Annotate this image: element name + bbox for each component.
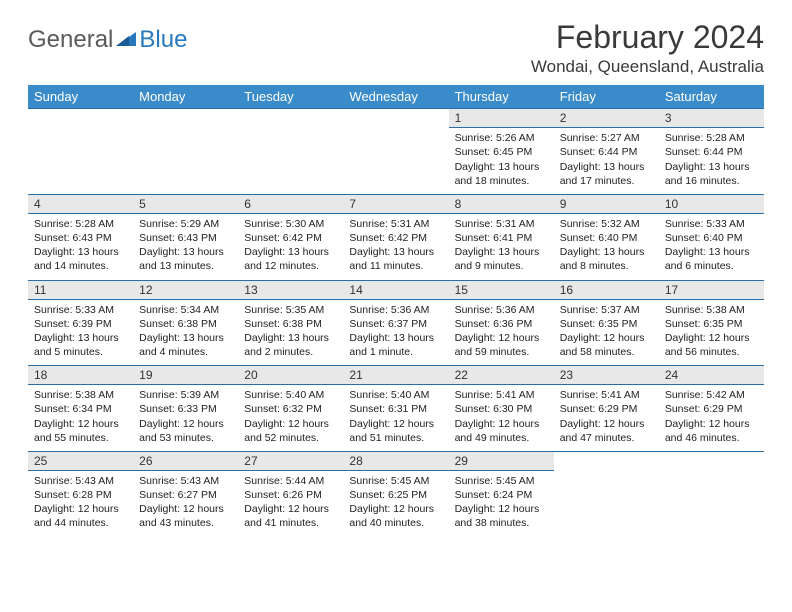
- day-detail-cell: [343, 128, 448, 195]
- daynum-row: 18192021222324: [28, 366, 764, 385]
- calendar-table: Sunday Monday Tuesday Wednesday Thursday…: [28, 85, 764, 536]
- day-detail-cell: [659, 470, 764, 536]
- day-number-cell: 28: [343, 451, 448, 470]
- brand-text-general: General: [28, 26, 113, 54]
- month-title: February 2024: [531, 20, 764, 55]
- brand-logo: General Blue: [28, 26, 187, 54]
- day-detail-cell: Sunrise: 5:41 AMSunset: 6:29 PMDaylight:…: [554, 385, 659, 452]
- day-detail-cell: Sunrise: 5:28 AMSunset: 6:44 PMDaylight:…: [659, 128, 764, 195]
- day-number-cell: 15: [449, 280, 554, 299]
- location-text: Wondai, Queensland, Australia: [531, 57, 764, 77]
- day-detail-cell: Sunrise: 5:34 AMSunset: 6:38 PMDaylight:…: [133, 299, 238, 366]
- day-detail-cell: Sunrise: 5:39 AMSunset: 6:33 PMDaylight:…: [133, 385, 238, 452]
- day-number-cell: 14: [343, 280, 448, 299]
- day-number-cell: [28, 109, 133, 128]
- day-detail-cell: Sunrise: 5:40 AMSunset: 6:31 PMDaylight:…: [343, 385, 448, 452]
- brand-text-blue: Blue: [139, 26, 187, 54]
- day-detail-cell: [28, 128, 133, 195]
- day-detail-cell: Sunrise: 5:32 AMSunset: 6:40 PMDaylight:…: [554, 213, 659, 280]
- daynum-row: 11121314151617: [28, 280, 764, 299]
- day-number-cell: 8: [449, 194, 554, 213]
- day-number-cell: 29: [449, 451, 554, 470]
- day-detail-cell: Sunrise: 5:31 AMSunset: 6:42 PMDaylight:…: [343, 213, 448, 280]
- weekday-header: Tuesday: [238, 85, 343, 109]
- day-detail-cell: Sunrise: 5:43 AMSunset: 6:27 PMDaylight:…: [133, 470, 238, 536]
- weekday-header: Sunday: [28, 85, 133, 109]
- day-number-cell: 23: [554, 366, 659, 385]
- day-number-cell: 18: [28, 366, 133, 385]
- day-detail-cell: [133, 128, 238, 195]
- day-detail-cell: Sunrise: 5:38 AMSunset: 6:34 PMDaylight:…: [28, 385, 133, 452]
- day-detail-cell: [554, 470, 659, 536]
- day-detail-cell: Sunrise: 5:43 AMSunset: 6:28 PMDaylight:…: [28, 470, 133, 536]
- day-detail-cell: Sunrise: 5:45 AMSunset: 6:24 PMDaylight:…: [449, 470, 554, 536]
- day-number-cell: 12: [133, 280, 238, 299]
- day-detail-cell: Sunrise: 5:36 AMSunset: 6:37 PMDaylight:…: [343, 299, 448, 366]
- day-detail-cell: Sunrise: 5:30 AMSunset: 6:42 PMDaylight:…: [238, 213, 343, 280]
- daynum-row: 2526272829: [28, 451, 764, 470]
- day-number-cell: 13: [238, 280, 343, 299]
- day-detail-cell: Sunrise: 5:33 AMSunset: 6:39 PMDaylight:…: [28, 299, 133, 366]
- weekday-header: Wednesday: [343, 85, 448, 109]
- day-number-cell: 11: [28, 280, 133, 299]
- day-number-cell: [238, 109, 343, 128]
- day-number-cell: 25: [28, 451, 133, 470]
- page-header: General Blue February 2024 Wondai, Queen…: [28, 20, 764, 77]
- day-detail-cell: Sunrise: 5:38 AMSunset: 6:35 PMDaylight:…: [659, 299, 764, 366]
- day-number-cell: 17: [659, 280, 764, 299]
- day-number-cell: 7: [343, 194, 448, 213]
- day-number-cell: 6: [238, 194, 343, 213]
- detail-row: Sunrise: 5:38 AMSunset: 6:34 PMDaylight:…: [28, 385, 764, 452]
- day-number-cell: 5: [133, 194, 238, 213]
- title-block: February 2024 Wondai, Queensland, Austra…: [531, 20, 764, 77]
- daynum-row: 45678910: [28, 194, 764, 213]
- day-detail-cell: Sunrise: 5:27 AMSunset: 6:44 PMDaylight:…: [554, 128, 659, 195]
- day-number-cell: 20: [238, 366, 343, 385]
- day-detail-cell: Sunrise: 5:37 AMSunset: 6:35 PMDaylight:…: [554, 299, 659, 366]
- day-number-cell: [343, 109, 448, 128]
- day-number-cell: 24: [659, 366, 764, 385]
- day-number-cell: 19: [133, 366, 238, 385]
- day-number-cell: 9: [554, 194, 659, 213]
- day-detail-cell: Sunrise: 5:45 AMSunset: 6:25 PMDaylight:…: [343, 470, 448, 536]
- day-number-cell: 10: [659, 194, 764, 213]
- day-detail-cell: Sunrise: 5:29 AMSunset: 6:43 PMDaylight:…: [133, 213, 238, 280]
- weekday-header-row: Sunday Monday Tuesday Wednesday Thursday…: [28, 85, 764, 109]
- day-detail-cell: Sunrise: 5:44 AMSunset: 6:26 PMDaylight:…: [238, 470, 343, 536]
- detail-row: Sunrise: 5:28 AMSunset: 6:43 PMDaylight:…: [28, 213, 764, 280]
- weekday-header: Monday: [133, 85, 238, 109]
- day-number-cell: [554, 451, 659, 470]
- weekday-header: Friday: [554, 85, 659, 109]
- day-detail-cell: Sunrise: 5:31 AMSunset: 6:41 PMDaylight:…: [449, 213, 554, 280]
- day-detail-cell: Sunrise: 5:42 AMSunset: 6:29 PMDaylight:…: [659, 385, 764, 452]
- daynum-row: 123: [28, 109, 764, 128]
- day-detail-cell: Sunrise: 5:33 AMSunset: 6:40 PMDaylight:…: [659, 213, 764, 280]
- day-detail-cell: [238, 128, 343, 195]
- detail-row: Sunrise: 5:33 AMSunset: 6:39 PMDaylight:…: [28, 299, 764, 366]
- day-number-cell: [133, 109, 238, 128]
- day-number-cell: 26: [133, 451, 238, 470]
- day-detail-cell: Sunrise: 5:40 AMSunset: 6:32 PMDaylight:…: [238, 385, 343, 452]
- detail-row: Sunrise: 5:43 AMSunset: 6:28 PMDaylight:…: [28, 470, 764, 536]
- day-number-cell: 16: [554, 280, 659, 299]
- day-number-cell: [659, 451, 764, 470]
- weekday-header: Thursday: [449, 85, 554, 109]
- day-detail-cell: Sunrise: 5:41 AMSunset: 6:30 PMDaylight:…: [449, 385, 554, 452]
- brand-triangle-icon: [116, 29, 136, 52]
- day-number-cell: 1: [449, 109, 554, 128]
- day-number-cell: 21: [343, 366, 448, 385]
- day-detail-cell: Sunrise: 5:35 AMSunset: 6:38 PMDaylight:…: [238, 299, 343, 366]
- day-detail-cell: Sunrise: 5:36 AMSunset: 6:36 PMDaylight:…: [449, 299, 554, 366]
- day-detail-cell: Sunrise: 5:26 AMSunset: 6:45 PMDaylight:…: [449, 128, 554, 195]
- detail-row: Sunrise: 5:26 AMSunset: 6:45 PMDaylight:…: [28, 128, 764, 195]
- day-number-cell: 2: [554, 109, 659, 128]
- day-number-cell: 27: [238, 451, 343, 470]
- day-number-cell: 22: [449, 366, 554, 385]
- day-number-cell: 3: [659, 109, 764, 128]
- day-number-cell: 4: [28, 194, 133, 213]
- weekday-header: Saturday: [659, 85, 764, 109]
- day-detail-cell: Sunrise: 5:28 AMSunset: 6:43 PMDaylight:…: [28, 213, 133, 280]
